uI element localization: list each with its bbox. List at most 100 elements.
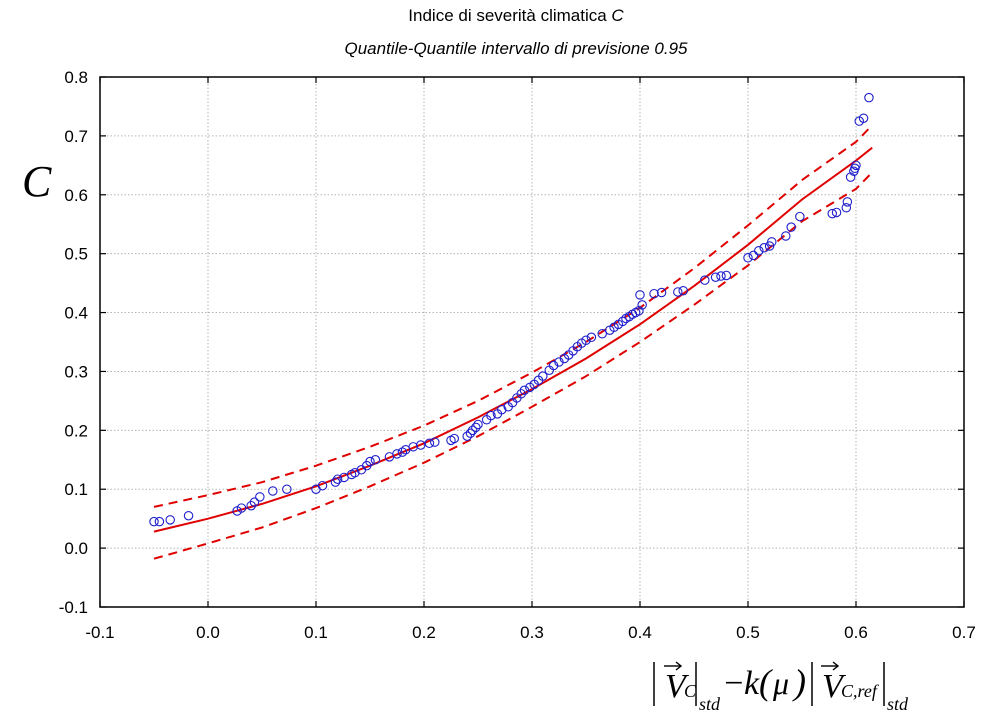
data-point: [317, 480, 328, 491]
data-point: [597, 329, 607, 339]
data-point: [586, 332, 597, 343]
data-point: [183, 510, 194, 521]
data-point: [673, 287, 683, 297]
data-point: [397, 447, 408, 457]
data-point: [365, 456, 375, 467]
data-point: [538, 371, 548, 381]
data-point: [710, 272, 721, 282]
data-point: [795, 211, 805, 222]
data-point: [700, 275, 710, 285]
data-point: [581, 335, 591, 345]
data-point: [255, 492, 265, 502]
fit-line: [153, 146, 873, 533]
x-tick-label: 0.3: [520, 623, 544, 642]
chart-subtitle: Quantile-Quantile intervallo di previsio…: [344, 39, 688, 58]
data-point: [467, 425, 478, 436]
data-point: [465, 428, 476, 439]
data-point: [282, 484, 292, 494]
x-tick-label: 0.5: [736, 623, 760, 642]
x-label-k: k: [744, 665, 760, 702]
data-point: [678, 286, 688, 296]
data-point: [827, 208, 837, 219]
axis-ticks: -0.1 0.0 0.1 0.2 0.3 0.4 0.5 0.6 0.7 -0.1 0.0 0.1 0.…: [59, 68, 976, 642]
lower-band: [153, 171, 873, 560]
data-point: [392, 449, 402, 459]
data-point: [497, 404, 507, 415]
y-tick-label: 0.0: [64, 539, 88, 558]
data-point: [721, 270, 732, 281]
x-axis-label: V C std − k ( μ ) V C,ref std: [653, 661, 909, 714]
data-point: [781, 231, 791, 241]
data-point: [754, 245, 764, 256]
x-label-sub-cref: C,ref: [841, 681, 880, 701]
data-point: [370, 455, 381, 465]
x-label-minus: −: [722, 665, 745, 702]
data-point: [149, 516, 159, 527]
x-tick-label: 0.6: [844, 623, 868, 642]
data-point: [864, 92, 874, 103]
data-point: [471, 422, 481, 433]
data-point: [516, 389, 526, 399]
data-point: [416, 440, 426, 450]
data-point: [786, 222, 796, 232]
y-axis-label: C: [22, 157, 52, 206]
data-point: [634, 306, 644, 316]
x-tick-label: 0.7: [952, 623, 976, 642]
data-point: [350, 467, 360, 478]
data-point: [249, 497, 260, 507]
data-point: [831, 207, 842, 218]
x-tick-label: 0.1: [304, 623, 328, 642]
upper-band: [153, 124, 873, 508]
data-points: [149, 92, 874, 527]
data-point: [649, 288, 659, 299]
data-point: [486, 410, 496, 421]
data-point: [449, 433, 459, 444]
svg-text:(: (: [759, 662, 773, 702]
data-point: [845, 172, 856, 182]
y-tick-label: 0.8: [64, 68, 88, 87]
y-tick-label: -0.1: [59, 598, 88, 617]
x-tick-label: 0.2: [412, 623, 436, 642]
x-tick-label: 0.0: [196, 623, 220, 642]
data-point: [236, 503, 247, 513]
data-point: [743, 253, 753, 263]
chart-title: Indice di severità climatica C: [408, 6, 624, 25]
data-point: [332, 474, 343, 484]
x-label-sub-c: C: [684, 681, 697, 701]
data-point: [748, 250, 759, 261]
series-lines: [153, 124, 873, 560]
data-point: [473, 419, 483, 430]
data-point: [637, 300, 647, 310]
x-label-sub-std2: std: [887, 694, 909, 714]
data-point: [165, 515, 175, 525]
grid: [100, 77, 964, 607]
data-point: [858, 113, 869, 123]
data-point: [656, 287, 667, 298]
data-point: [617, 316, 628, 327]
y-tick-label: 0.7: [64, 127, 88, 146]
x-tick-label: 0.4: [628, 623, 652, 642]
data-point: [408, 442, 418, 452]
data-point: [330, 477, 341, 487]
y-tick-label: 0.1: [64, 480, 88, 499]
y-tick-label: 0.5: [64, 245, 88, 264]
data-point: [268, 486, 278, 496]
data-point: [246, 500, 256, 511]
data-point: [154, 516, 165, 527]
data-point: [424, 438, 435, 449]
data-point: [842, 197, 853, 207]
plot-frame: [99, 76, 965, 608]
data-point: [635, 290, 645, 300]
data-point: [519, 385, 530, 396]
y-tick-label: 0.6: [64, 186, 88, 205]
data-point: [462, 431, 472, 441]
y-tick-label: 0.4: [64, 304, 88, 323]
x-label-sub-std1: std: [699, 694, 721, 714]
data-point: [716, 271, 726, 281]
y-tick-label: 0.3: [64, 362, 88, 381]
x-label-mu: μ: [772, 665, 789, 701]
svg-text:): ): [792, 662, 806, 702]
x-tick-label: -0.1: [85, 623, 114, 642]
data-point: [841, 202, 852, 213]
